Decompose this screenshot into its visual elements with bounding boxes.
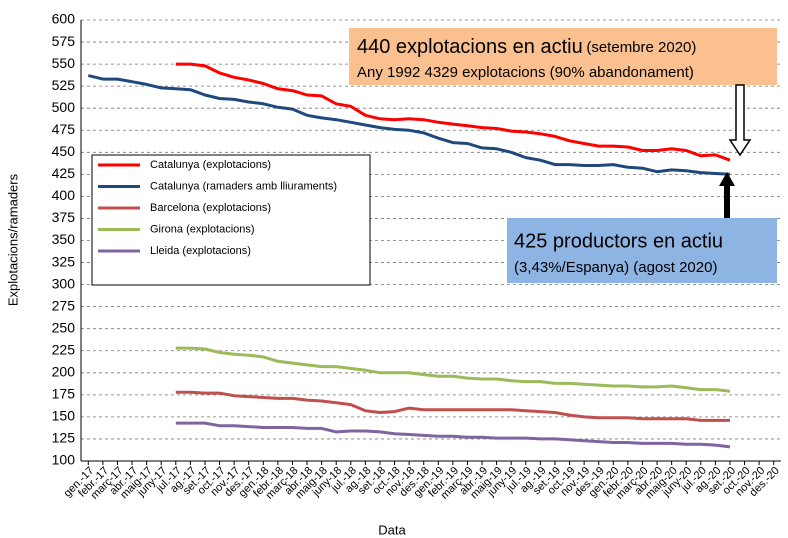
- y-tick-label: 150: [52, 408, 76, 424]
- annotation-text: (setembre 2020): [586, 39, 696, 56]
- annotation-box: [507, 218, 777, 283]
- y-tick-label: 325: [52, 253, 76, 269]
- y-tick-label: 100: [52, 452, 76, 468]
- legend-label: Lleida (explotacions): [150, 245, 251, 257]
- annotation-text: (3,43%/Espanya) (agost 2020): [514, 259, 717, 276]
- y-tick-label: 350: [52, 231, 76, 247]
- y-tick-label: 375: [52, 209, 76, 225]
- arrow: [728, 84, 752, 157]
- y-tick-label: 275: [52, 297, 76, 313]
- y-tick-label: 250: [52, 319, 76, 335]
- legend-label: Catalunya (explotacions): [150, 159, 271, 171]
- y-tick-label: 300: [52, 275, 76, 291]
- y-tick-label: 525: [52, 77, 76, 93]
- annotation-text: Any 1992 4329 explotacions (90% abandona…: [357, 64, 694, 81]
- y-tick-label: 600: [52, 11, 76, 27]
- legend-label: Catalunya (ramaders amb lliuraments): [150, 180, 337, 192]
- annotation-text: 440 explotacions en actiu: [357, 36, 583, 58]
- y-tick-label: 400: [52, 187, 76, 203]
- series-line: [175, 62, 731, 162]
- series-line: [87, 74, 731, 176]
- y-tick-label: 575: [52, 33, 76, 49]
- y-tick-label: 450: [52, 143, 76, 159]
- y-tick-label: 200: [52, 364, 76, 380]
- y-tick-label: 475: [52, 121, 76, 137]
- y-tick-label: 225: [52, 341, 76, 357]
- lines: [87, 62, 731, 449]
- series-line: [175, 346, 731, 393]
- y-tick-label: 500: [52, 99, 76, 115]
- y-tick-label: 175: [52, 386, 76, 402]
- arrow: [719, 172, 735, 218]
- y-axis-label: Explotacions/ramaders: [5, 173, 20, 306]
- y-tick-label: 425: [52, 165, 76, 181]
- annotation-text: 425 productors en actiu: [514, 230, 723, 252]
- y-tick-label: 125: [52, 430, 76, 446]
- legend: [91, 154, 371, 286]
- legend-label: Girona (explotacions): [150, 223, 255, 235]
- legend-label: Barcelona (explotacions): [150, 202, 271, 214]
- series-line: [175, 390, 730, 422]
- x-axis-label: Data: [378, 522, 406, 537]
- annotation: 440 explotacions en actiu (setembre 2020…: [357, 36, 696, 58]
- annotation-box: [349, 28, 777, 85]
- overlay: 440 explotacions en actiu (setembre 2020…: [91, 28, 777, 286]
- y-tick-label: 550: [52, 55, 76, 71]
- series-line: [175, 421, 731, 449]
